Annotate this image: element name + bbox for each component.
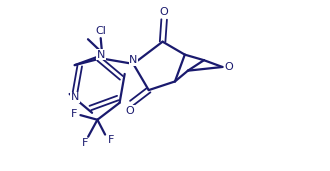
Text: N: N xyxy=(97,50,105,60)
Text: O: O xyxy=(126,106,135,116)
Text: F: F xyxy=(71,109,77,119)
Text: O: O xyxy=(160,7,169,17)
Text: Cl: Cl xyxy=(95,26,106,36)
Text: F: F xyxy=(82,139,88,148)
Text: N: N xyxy=(71,92,79,102)
Text: O: O xyxy=(225,62,234,72)
Text: N: N xyxy=(129,55,138,65)
Text: F: F xyxy=(108,135,114,145)
